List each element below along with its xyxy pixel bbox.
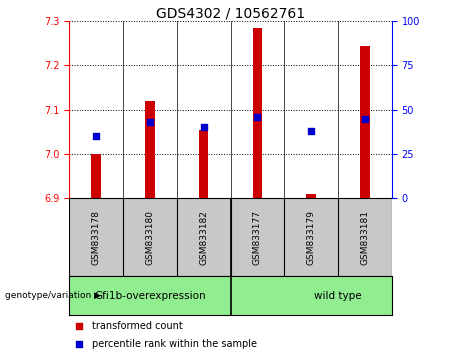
Text: GSM833181: GSM833181 <box>361 210 369 265</box>
Point <box>92 133 100 139</box>
Title: GDS4302 / 10562761: GDS4302 / 10562761 <box>156 6 305 20</box>
Bar <box>91 154 101 198</box>
Text: GSM833177: GSM833177 <box>253 210 262 265</box>
Bar <box>360 46 370 198</box>
Point <box>146 119 154 125</box>
Text: wild type: wild type <box>314 291 362 301</box>
Bar <box>253 28 262 198</box>
Text: GSM833179: GSM833179 <box>307 210 316 265</box>
Text: percentile rank within the sample: percentile rank within the sample <box>92 339 257 349</box>
Text: transformed count: transformed count <box>92 321 183 331</box>
Point <box>75 341 83 347</box>
Text: GSM833182: GSM833182 <box>199 210 208 265</box>
Point <box>75 323 83 329</box>
Text: GSM833180: GSM833180 <box>145 210 154 265</box>
Point <box>254 114 261 120</box>
Bar <box>145 101 155 198</box>
Point <box>307 128 315 134</box>
Text: Gfi1b-overexpression: Gfi1b-overexpression <box>94 291 206 301</box>
Point <box>200 125 207 130</box>
Point <box>361 116 369 121</box>
Text: genotype/variation ▶: genotype/variation ▶ <box>5 291 100 300</box>
Bar <box>306 194 316 198</box>
Bar <box>199 130 208 198</box>
Text: GSM833178: GSM833178 <box>92 210 100 265</box>
